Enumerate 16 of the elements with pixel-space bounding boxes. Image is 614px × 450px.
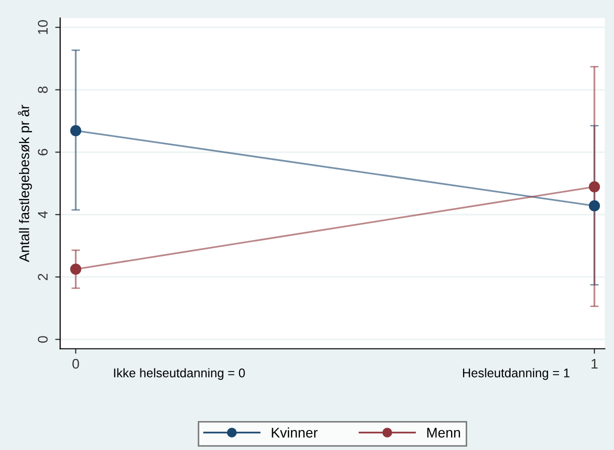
point bbox=[70, 125, 82, 136]
text: Hesleutdanning = 1 bbox=[463, 368, 570, 380]
y-tick-label: 2 bbox=[38, 274, 48, 280]
y-tick-label: 6 bbox=[38, 148, 48, 156]
y-tick-label: 4 bbox=[38, 211, 48, 218]
y-tick-label: 0 bbox=[38, 336, 48, 343]
y-tick-label: 8 bbox=[38, 86, 48, 94]
legend-label: Menn bbox=[427, 428, 460, 438]
text: Ikke helseutdanning = 0 bbox=[114, 368, 245, 380]
x-tick-label: 1 bbox=[592, 358, 598, 369]
y-tick-label: 10 bbox=[38, 20, 48, 34]
point bbox=[588, 200, 600, 212]
point bbox=[70, 264, 82, 275]
legend-label: Kvinner bbox=[272, 427, 318, 438]
point bbox=[588, 181, 600, 192]
y-axis-title: Antall fastlegebesøk pr år bbox=[18, 104, 32, 262]
